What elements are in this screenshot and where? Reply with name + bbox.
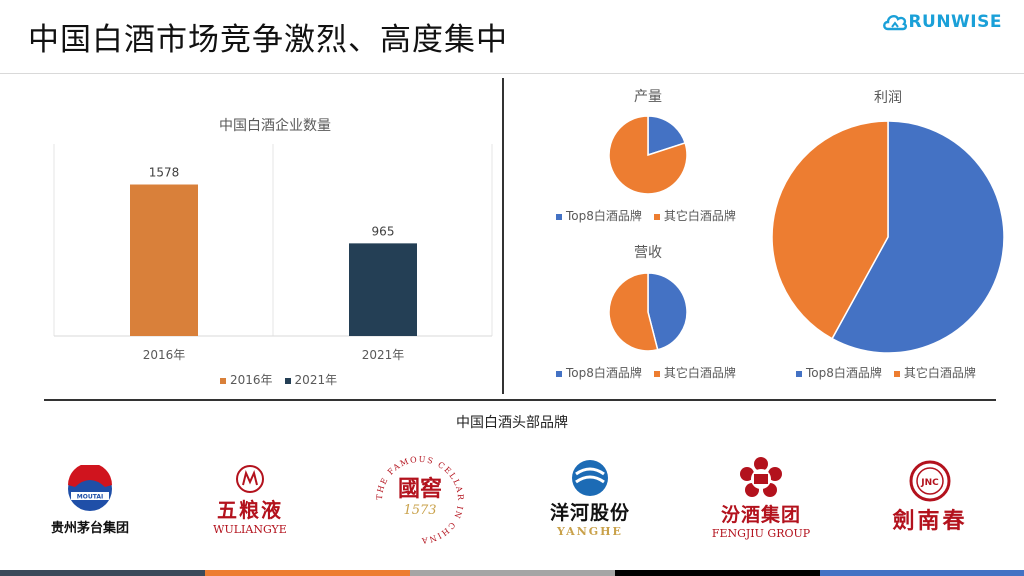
- wuliangye-name: 五粮液: [217, 498, 283, 522]
- legend-item-top8: Top8白酒品牌: [556, 364, 642, 381]
- legend-swatch-top8: [556, 213, 562, 220]
- legend-label-top8: Top8白酒品牌: [566, 366, 642, 380]
- wuliangye-logo: 五粮液 WULIANGYE: [195, 460, 305, 540]
- legend-item-other: 其它白酒品牌: [653, 207, 736, 224]
- bar-2016: [130, 184, 198, 336]
- legend-item-top8: Top8白酒品牌: [796, 364, 882, 381]
- yanghe-logo: 洋河股份 YANGHE: [530, 452, 650, 544]
- slice-top8: [647, 272, 688, 351]
- data-label-2021: 965: [372, 224, 395, 238]
- maotai-name: 贵州茅台集团: [50, 520, 129, 536]
- pie-production-slices: [608, 115, 688, 195]
- legend-item-other: 其它白酒品牌: [893, 364, 976, 381]
- legend-item-2016: 2016年: [220, 371, 273, 388]
- pie-production-title: 产量: [634, 89, 662, 105]
- legend-item-2021: 2021年: [284, 371, 338, 388]
- legend-swatch-other: [893, 370, 900, 377]
- footer-strip-1: [0, 570, 205, 576]
- cloud-icon: [883, 14, 908, 31]
- slice-top8: [831, 120, 1005, 354]
- svg-text:1573: 1573: [403, 503, 436, 518]
- brand-name: RUNWISE: [908, 12, 1002, 32]
- bar-chart: 1578 965: [53, 144, 493, 337]
- svg-text:JNC: JNC: [920, 478, 939, 488]
- pie-revenue-title: 营收: [634, 245, 662, 261]
- x-tick-2016: 2016年: [142, 348, 186, 362]
- page-title: 中国白酒市场竞争激烈、高度集中: [28, 22, 508, 58]
- legend-label-2016: 2016年: [230, 373, 273, 387]
- slice-other: [608, 115, 688, 195]
- legend-swatch-other: [653, 213, 660, 220]
- pie-revenue-slices: [608, 272, 688, 352]
- yanghe-name: 洋河股份: [549, 502, 630, 524]
- footer-strip-5: [820, 570, 1024, 576]
- brand-logo: RUNWISE: [882, 10, 1002, 34]
- guojiao-logo: THE FAMOUS CELLAR IN CHINA 國窖 1573: [370, 450, 470, 550]
- legend-swatch-other: [653, 370, 660, 377]
- legend-swatch-top8: [556, 370, 562, 377]
- jiannanchun-logo: JNC 劍南春: [870, 452, 990, 542]
- legend-swatch-2016: [220, 377, 226, 384]
- legend-label-other: 其它白酒品牌: [663, 209, 736, 223]
- footer-strip-3: [410, 570, 615, 576]
- horizontal-divider: [44, 399, 996, 401]
- legend-swatch-2021: [284, 377, 291, 384]
- x-tick-2021: 2021年: [361, 348, 405, 362]
- fenjiu-emblem-icon: [740, 457, 782, 497]
- wuliangye-sub: WULIANGYE: [213, 523, 287, 536]
- footer-strip-4: [615, 570, 820, 576]
- logos-section-title: 中国白酒头部品牌: [456, 415, 568, 431]
- yanghe-sub: YANGHE: [557, 525, 623, 538]
- footer-strip-2: [205, 570, 410, 576]
- pie-profit-slices: [771, 120, 1005, 354]
- pie-production: [608, 115, 688, 195]
- yanghe-emblem-icon: [572, 460, 608, 496]
- fenjiu-name: 汾酒集团: [720, 504, 801, 526]
- data-label-2016: 1578: [149, 166, 180, 180]
- wuliangye-emblem-icon: [236, 465, 264, 493]
- fenjiu-logo: 汾酒集团 FENGJIU GROUP: [706, 452, 816, 544]
- legend-label-other: 其它白酒品牌: [663, 366, 736, 380]
- bar-chart-title: 中国白酒企业数量: [219, 118, 331, 134]
- legend-label-2021: 2021年: [294, 373, 338, 387]
- header-rule: [0, 73, 1024, 74]
- pie-profit-title: 利润: [874, 90, 902, 106]
- legend-label-top8: Top8白酒品牌: [806, 366, 882, 380]
- svg-text:國窖: 國窖: [398, 476, 442, 502]
- pie-profit-legend: Top8白酒品牌 其它白酒品牌: [796, 364, 976, 381]
- maotai-logo: MOUTAI 贵州茅台集团: [40, 458, 140, 542]
- legend-label-top8: Top8白酒品牌: [566, 209, 642, 223]
- legend-item-top8: Top8白酒品牌: [556, 207, 642, 224]
- slice-other: [608, 272, 659, 352]
- legend-item-other: 其它白酒品牌: [653, 364, 736, 381]
- bar-2021: [349, 243, 417, 336]
- pie-revenue-legend: Top8白酒品牌 其它白酒品牌: [556, 364, 736, 381]
- guojiao-seal-icon: THE FAMOUS CELLAR IN CHINA 國窖 1573: [375, 455, 464, 545]
- fenjiu-sub: FENGJIU GROUP: [711, 527, 811, 540]
- pie-revenue: [608, 272, 688, 352]
- jiannanchun-name: 劍南春: [892, 508, 968, 534]
- jiannanchun-seal-icon: JNC: [909, 460, 951, 502]
- svg-text:MOUTAI: MOUTAI: [77, 493, 103, 500]
- pie-profit: [771, 120, 1005, 354]
- bar-legend: 2016年 2021年: [220, 371, 337, 388]
- maotai-emblem-icon: MOUTAI: [68, 464, 112, 511]
- vertical-divider: [502, 78, 504, 394]
- legend-label-other: 其它白酒品牌: [903, 366, 976, 380]
- slice-other: [771, 120, 889, 340]
- legend-swatch-top8: [796, 370, 802, 377]
- pie-production-legend: Top8白酒品牌 其它白酒品牌: [556, 207, 736, 224]
